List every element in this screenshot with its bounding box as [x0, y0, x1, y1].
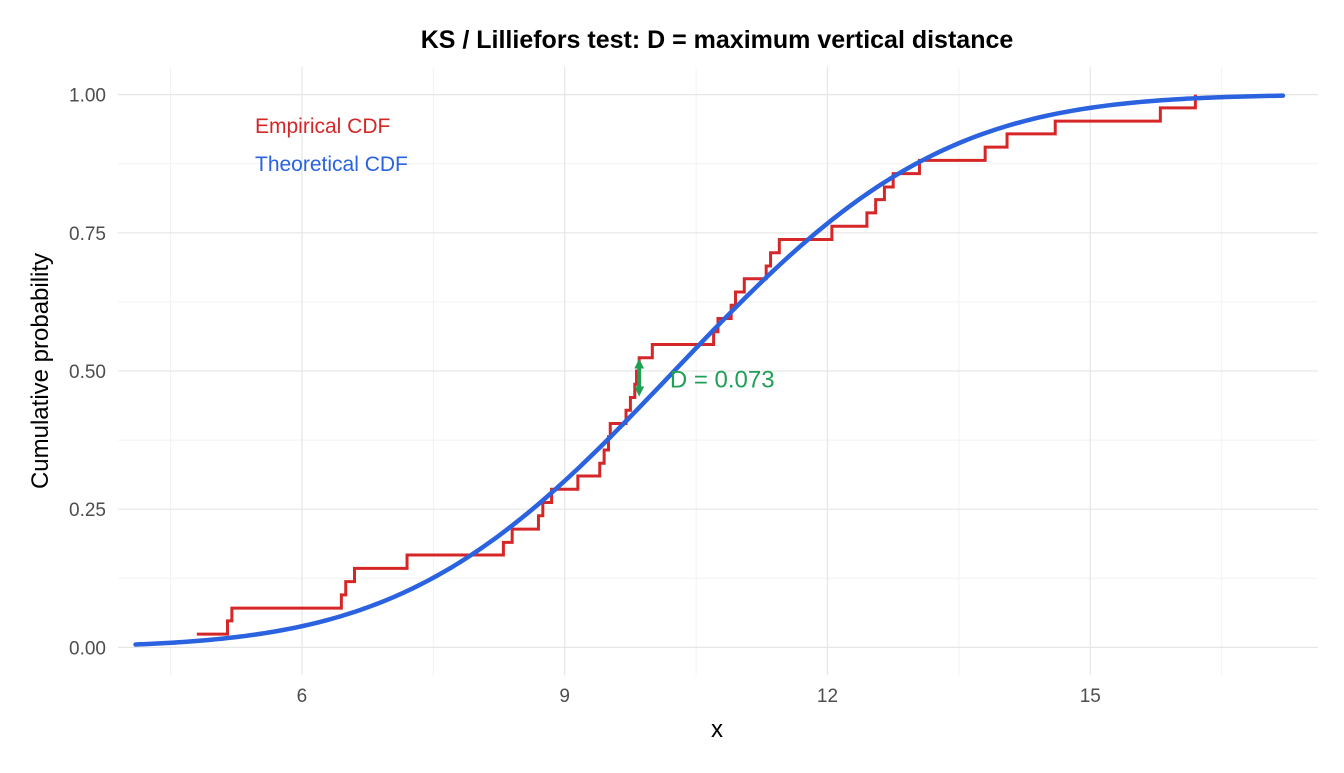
legend-entry-theoretical: Theoretical CDF — [255, 153, 408, 176]
theoretical-cdf-line — [133, 93, 1286, 647]
y-tick-label: 0.25 — [69, 500, 106, 521]
x-tick-label: 15 — [1080, 686, 1101, 707]
tick-labels: 6 9 12 15 0.00 0.25 0.50 0.75 1.00 — [69, 86, 1101, 707]
x-tick-label: 9 — [559, 686, 570, 707]
d-value-label: D = 0.073 — [670, 366, 775, 393]
y-axis-title: Cumulative probability — [27, 253, 54, 489]
y-tick-label: 1.00 — [69, 86, 106, 107]
y-tick-label: 0.50 — [69, 362, 106, 383]
chart-title: KS / Lilliefors test: D = maximum vertic… — [421, 26, 1014, 54]
y-tick-label: 0.75 — [69, 224, 106, 245]
legend: Empirical CDF Theoretical CDF — [255, 115, 408, 176]
grid — [118, 67, 1318, 675]
x-tick-label: 12 — [817, 686, 838, 707]
y-tick-label: 0.00 — [69, 638, 106, 659]
x-axis-title: x — [711, 716, 723, 743]
legend-entry-empirical: Empirical CDF — [255, 115, 390, 138]
annotation-layer: D = 0.073 — [634, 358, 775, 397]
x-tick-label: 6 — [297, 686, 308, 707]
